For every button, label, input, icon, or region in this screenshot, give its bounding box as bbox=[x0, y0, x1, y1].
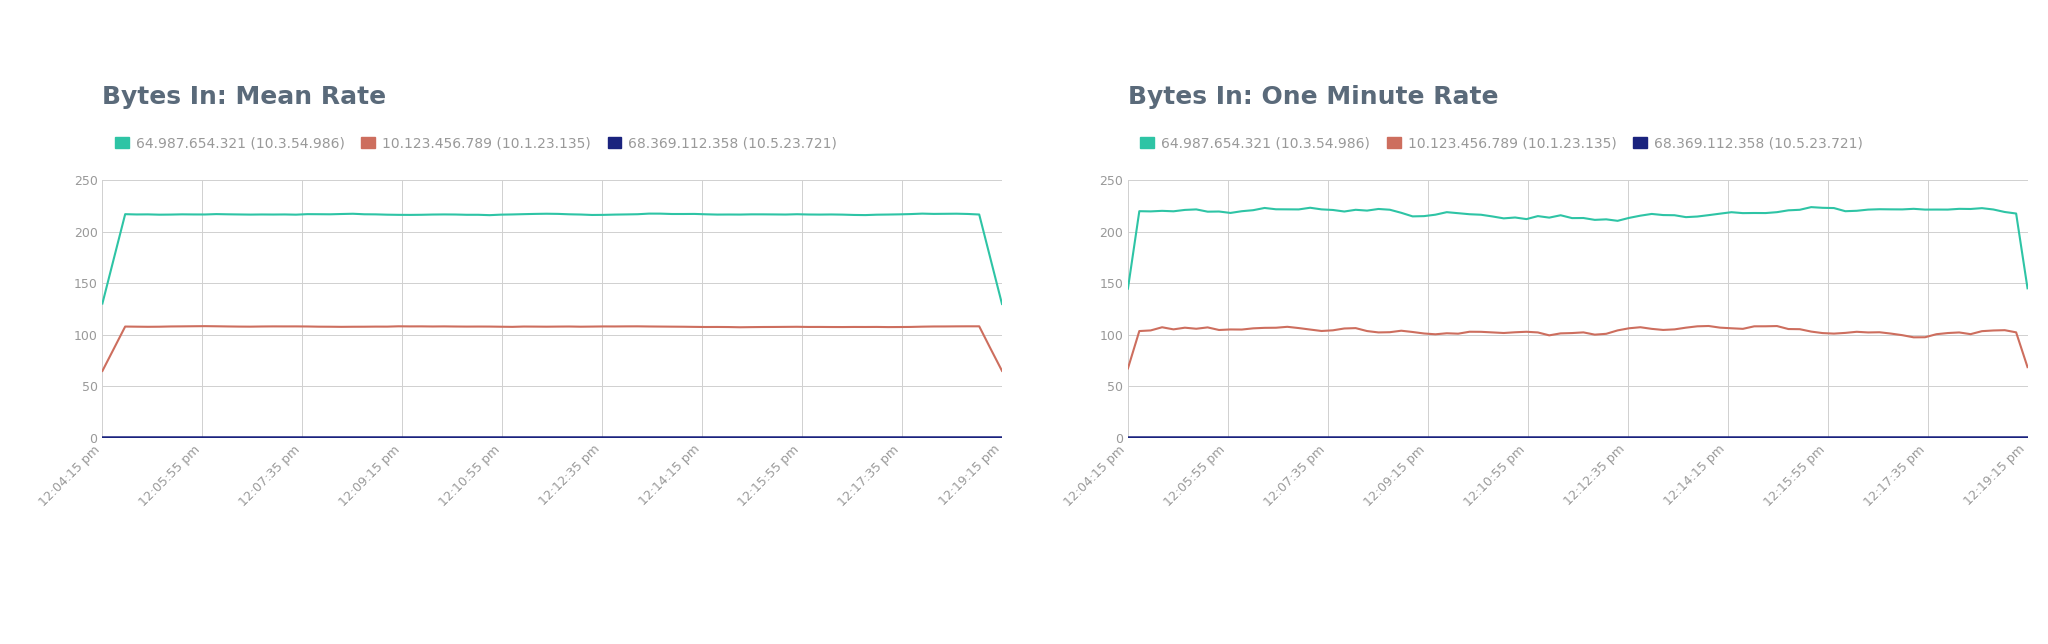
Legend: 64.987.654.321 (10.3.54.986), 10.123.456.789 (10.1.23.135), 68.369.112.358 (10.5: 64.987.654.321 (10.3.54.986), 10.123.456… bbox=[1135, 131, 1868, 156]
Legend: 64.987.654.321 (10.3.54.986), 10.123.456.789 (10.1.23.135), 68.369.112.358 (10.5: 64.987.654.321 (10.3.54.986), 10.123.456… bbox=[109, 131, 844, 156]
Text: Bytes In: One Minute Rate: Bytes In: One Minute Rate bbox=[1128, 85, 1499, 109]
Text: Bytes In: Mean Rate: Bytes In: Mean Rate bbox=[102, 85, 387, 109]
